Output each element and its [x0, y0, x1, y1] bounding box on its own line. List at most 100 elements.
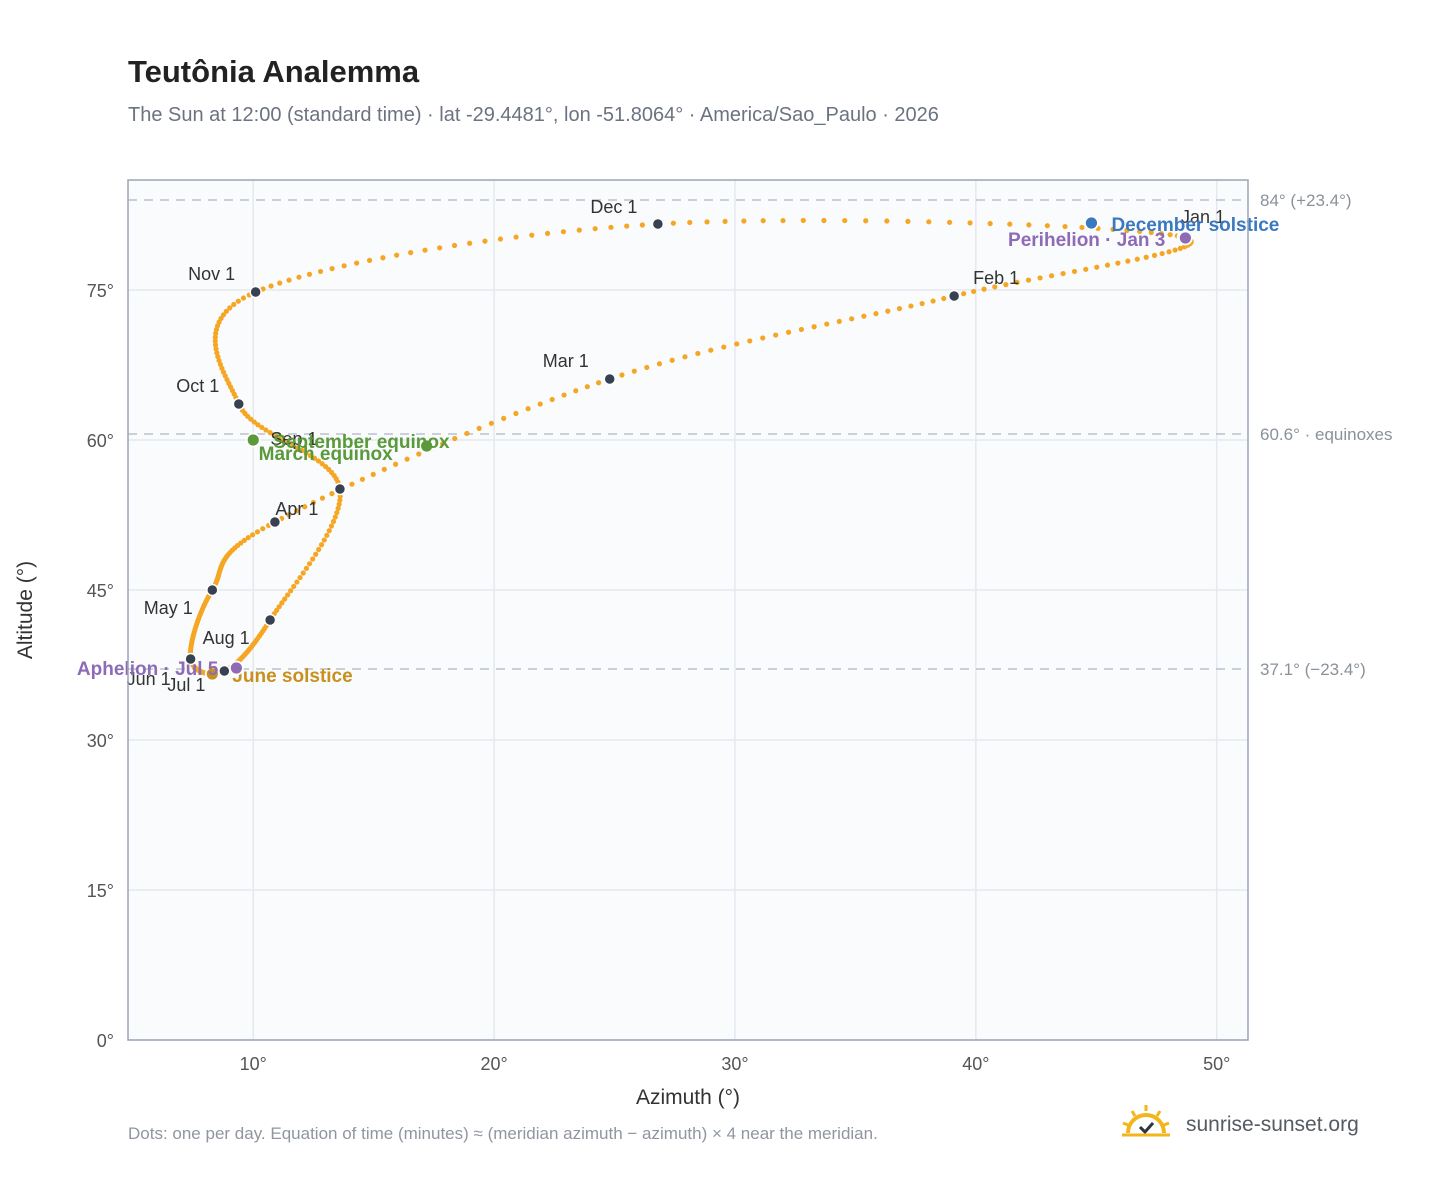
daily-dot — [349, 481, 355, 487]
daily-dot — [576, 227, 582, 233]
daily-dot — [250, 532, 256, 538]
daily-dot — [271, 432, 278, 438]
daily-dot — [798, 326, 804, 333]
daily-dot — [926, 219, 932, 225]
daily-dot — [670, 220, 676, 226]
daily-dot — [971, 288, 977, 295]
daily-dot — [1125, 258, 1131, 264]
x-tick-label: 40° — [962, 1054, 989, 1074]
daily-dot — [946, 219, 953, 225]
daily-dot — [268, 283, 274, 289]
chart-subtitle: The Sun at 12:00 (standard time) · lat -… — [128, 104, 939, 126]
x-tick-label: 10° — [240, 1054, 267, 1074]
daily-dot — [1094, 264, 1100, 270]
event-marker — [228, 660, 244, 676]
daily-dot — [1134, 256, 1140, 262]
daily-dot — [1062, 223, 1068, 230]
daily-dot — [734, 341, 740, 347]
daily-dot — [624, 223, 630, 229]
footnote: Dots: one per day. Equation of time (min… — [128, 1124, 878, 1143]
daily-dot — [544, 230, 551, 236]
daily-dot — [488, 420, 495, 426]
daily-dot — [306, 271, 313, 277]
daily-dot — [328, 523, 335, 529]
daily-dot — [669, 357, 675, 363]
daily-dot — [967, 220, 973, 226]
daily-dot — [639, 222, 645, 228]
daily-dot — [885, 308, 891, 314]
month-label: Dec 1 — [590, 197, 637, 217]
daily-dot — [908, 303, 914, 309]
month-label: Feb 1 — [973, 268, 1019, 288]
reference-line-label: 84° (+23.4°) — [1260, 191, 1352, 210]
event-label: December solstice — [1111, 215, 1279, 236]
month-label: Apr 1 — [275, 499, 318, 519]
daily-dot — [296, 274, 302, 280]
daily-dot — [1166, 249, 1172, 255]
daily-dot — [307, 453, 314, 459]
daily-dot — [416, 451, 422, 457]
daily-dot — [482, 238, 488, 244]
brand[interactable]: sunrise-sunset.org — [1120, 1100, 1359, 1150]
daily-dot — [323, 463, 329, 470]
daily-dot — [682, 354, 688, 360]
daily-dot — [324, 532, 330, 538]
daily-dot — [293, 508, 300, 514]
daily-dot — [1071, 268, 1078, 275]
daily-dot — [341, 263, 347, 269]
daily-dot — [704, 219, 710, 225]
daily-dot — [596, 380, 602, 386]
daily-dot — [1044, 223, 1050, 229]
daily-dot — [842, 217, 848, 224]
month-marker — [249, 285, 262, 299]
daily-dot — [336, 501, 342, 507]
daily-dot — [525, 406, 531, 412]
daily-dot — [961, 291, 967, 297]
x-tick-label: 30° — [721, 1054, 748, 1074]
daily-dot — [294, 445, 300, 451]
daily-dot — [501, 415, 507, 421]
daily-dot — [277, 280, 283, 286]
y-tick-label: 15° — [87, 881, 114, 901]
chart-title: Teutônia Analemma — [128, 54, 420, 89]
event-marker — [419, 438, 435, 454]
daily-dot — [290, 442, 296, 448]
daily-dot — [584, 384, 590, 390]
daily-dot — [1158, 230, 1164, 237]
month-label: Jan 1 — [1181, 207, 1225, 227]
daily-dot — [279, 600, 285, 606]
daily-dot — [451, 242, 458, 249]
daily-dot — [619, 372, 625, 378]
daily-dot — [1167, 232, 1173, 238]
daily-dot — [215, 354, 221, 360]
daily-dot — [408, 250, 414, 256]
daily-dot — [800, 217, 806, 224]
daily-dot — [741, 218, 747, 224]
event-label: Perihelion · Jan 3 — [1008, 230, 1165, 251]
daily-dot — [231, 301, 237, 308]
month-label: Nov 1 — [188, 264, 235, 284]
daily-dot — [592, 226, 598, 232]
daily-dot — [303, 450, 309, 456]
daily-dot — [773, 332, 779, 338]
month-label: Aug 1 — [203, 628, 250, 648]
daily-dot — [313, 551, 319, 557]
daily-dot — [919, 300, 925, 307]
daily-dot — [941, 295, 947, 302]
x-tick-label: 20° — [480, 1054, 507, 1074]
daily-dot — [317, 268, 324, 275]
daily-dot — [785, 329, 792, 335]
reference-line-label: 60.6° · equinoxes — [1260, 425, 1393, 444]
daily-dot — [319, 461, 325, 467]
daily-dot — [381, 466, 387, 472]
x-axis-label: Azimuth (°) — [636, 1086, 740, 1109]
daily-dot — [334, 510, 340, 516]
daily-dot — [476, 425, 482, 431]
daily-dot — [1037, 275, 1043, 281]
daily-dot — [260, 286, 266, 292]
daily-dot — [884, 218, 890, 224]
plot-background — [128, 180, 1248, 1040]
daily-dot — [359, 476, 366, 482]
brand-name[interactable]: sunrise-sunset.org — [1186, 1113, 1359, 1136]
